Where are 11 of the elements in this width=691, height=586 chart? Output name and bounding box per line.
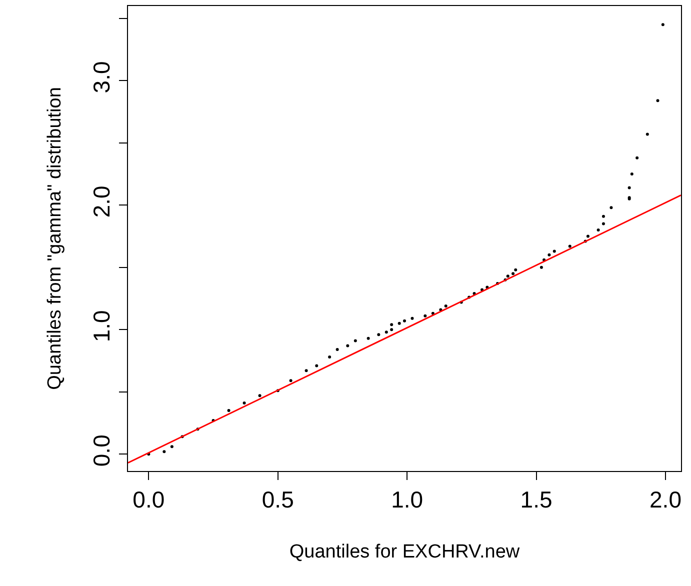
y-tick-label: 1.0	[88, 310, 115, 342]
y-tick-label: 0.0	[88, 434, 115, 467]
x-tick-label: 1.5	[520, 486, 552, 513]
x-tick-label: 0.5	[262, 486, 294, 513]
y-tick-label: 2.0	[88, 186, 115, 218]
y-axis-title: Quantiles from "gamma" distribution	[44, 87, 66, 390]
x-tick-label: 2.0	[650, 486, 682, 513]
y-tick-label: 3.0	[88, 61, 115, 94]
x-tick-label: 0.0	[132, 486, 165, 513]
x-tick-label: 1.0	[391, 486, 424, 513]
x-axis-title: Quantiles for EXCHRV.new	[289, 542, 520, 562]
